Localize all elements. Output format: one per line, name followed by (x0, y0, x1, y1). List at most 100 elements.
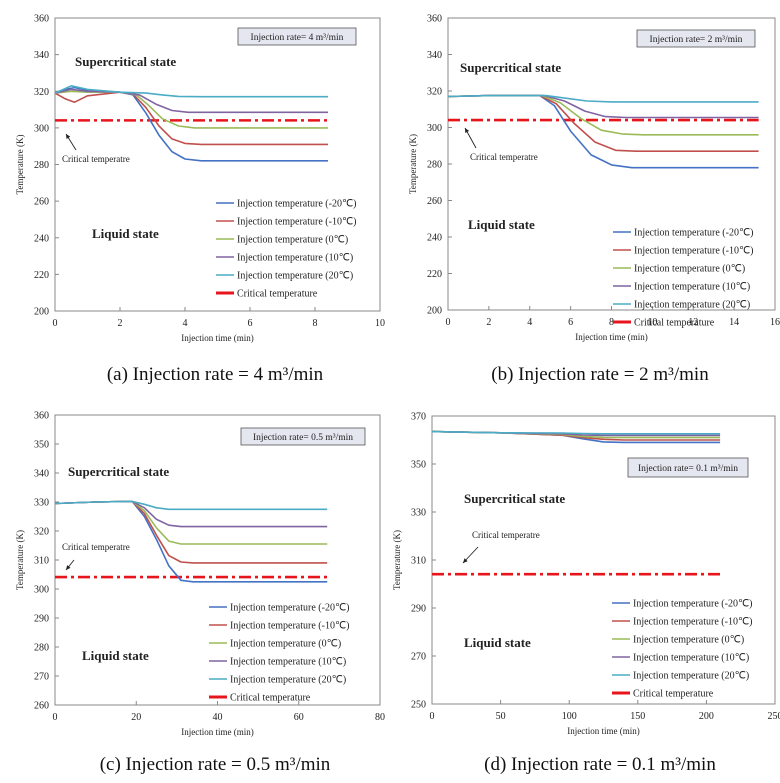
legend: Injection temperature (-20℃) Injection te… (216, 199, 357, 300)
legend-label-4: Injection temperature (20℃) (633, 671, 749, 682)
series-line-3 (54, 500, 328, 528)
rate-box (636, 29, 756, 48)
x-tick-label: 8 (609, 317, 614, 328)
critical-note: Critical temperatre (62, 154, 130, 164)
x-tick-label: 14 (729, 317, 739, 328)
legend-label-0: Injection temperature (-20℃) (237, 199, 357, 210)
y-tick-label: 370 (411, 412, 426, 423)
y-tick-label: 300 (34, 585, 49, 596)
y-tick-label: 240 (34, 233, 49, 244)
y-axis-label: Temperature (K) (408, 134, 418, 194)
liquid-label: Liquid state (468, 217, 535, 232)
liquid-label: Liquid state (82, 648, 149, 663)
x-tick-label: 16 (770, 317, 780, 328)
y-tick-label: 340 (34, 50, 49, 61)
y-tick-label: 260 (427, 196, 442, 207)
caption-a: (a) Injection rate = 4 m³/min (106, 364, 324, 385)
chart-b: 200 220 240 260 280 300 320 340 360 0 2 4 6 8 10 12 14 16… (408, 14, 780, 343)
y-tick-label: 260 (34, 701, 49, 712)
legend-label-4: Injection temperature (20℃) (634, 300, 750, 311)
x-tick-label: 2 (486, 317, 491, 328)
critical-note: Critical temperatre (472, 530, 540, 540)
legend-label-2: Injection temperature (0℃) (634, 264, 745, 275)
y-tick-label: 330 (34, 498, 49, 509)
x-tick-label: 6 (568, 317, 573, 328)
y-tick-label: 240 (427, 233, 442, 244)
x-tick-label: 0 (53, 318, 58, 329)
x-tick-label: 4 (527, 317, 532, 328)
rate-label: Injection rate= 4 m³/min (251, 33, 344, 43)
y-tick-label: 310 (411, 556, 426, 567)
series-line-1 (447, 94, 759, 152)
series-line-4 (431, 430, 721, 435)
series-line-2 (54, 500, 328, 545)
legend-label-4: Injection temperature (20℃) (237, 271, 353, 282)
x-tick-label: 4 (183, 318, 188, 329)
series-line-4 (54, 85, 328, 98)
series-line-4 (447, 94, 759, 103)
y-tick-label: 300 (34, 123, 49, 134)
x-tick-label: 2 (118, 318, 123, 329)
x-axis-label: Injection time (min) (575, 332, 647, 342)
y-tick-label: 250 (411, 700, 426, 711)
legend-label-critical: Critical temperature (237, 289, 318, 300)
x-tick-label: 250 (768, 711, 780, 722)
supercritical-label: Supercritical state (460, 60, 561, 75)
legend: Injection temperature (-20℃) Injection te… (612, 599, 753, 700)
legend: Injection temperature (-20℃) Injection te… (209, 603, 350, 704)
legend-label-3: Injection temperature (10℃) (633, 653, 749, 664)
legend-label-1: Injection temperature (-10℃) (230, 621, 350, 632)
y-tick-label: 350 (34, 440, 49, 451)
y-tick-label: 350 (411, 460, 426, 471)
x-tick-label: 6 (248, 318, 253, 329)
x-tick-label: 0 (430, 711, 435, 722)
x-tick-label: 40 (213, 712, 223, 723)
x-tick-label: 50 (496, 711, 506, 722)
caption-b: (b) Injection rate = 2 m³/min (491, 364, 709, 385)
legend-label-1: Injection temperature (-10℃) (237, 217, 357, 228)
y-tick-label: 220 (34, 270, 49, 281)
series-line-0 (54, 86, 328, 162)
x-tick-label: 20 (131, 712, 141, 723)
legend-label-0: Injection temperature (-20℃) (633, 599, 753, 610)
y-tick-label: 320 (427, 87, 442, 98)
series-line-3 (54, 88, 328, 114)
caption-d: (d) Injection rate = 0.1 m³/min (484, 754, 716, 775)
critical-note: Critical temperatre (62, 542, 130, 552)
y-tick-label: 270 (34, 672, 49, 683)
y-tick-label: 310 (34, 556, 49, 567)
note-arrow-head (66, 134, 71, 139)
x-tick-label: 0 (53, 712, 58, 723)
y-tick-label: 280 (34, 643, 49, 654)
supercritical-label: Supercritical state (75, 54, 176, 69)
legend-label-3: Injection temperature (10℃) (230, 657, 346, 668)
series-line-1 (54, 500, 328, 564)
series-line-2 (54, 90, 328, 129)
y-tick-label: 320 (34, 87, 49, 98)
series-line-4 (54, 500, 328, 511)
chart-a: 200 220 240 260 280 300 320 340 360 0 2 4 6 8 10 Inject… (15, 14, 385, 344)
y-tick-label: 290 (34, 614, 49, 625)
y-tick-label: 260 (34, 197, 49, 208)
x-axis-label: Injection time (min) (181, 333, 253, 343)
chart-c: 260 270 280 290 300 310 320 330 340 350 360 0 20 40 60… (15, 411, 385, 738)
x-tick-label: 200 (699, 711, 714, 722)
y-tick-label: 200 (34, 307, 49, 318)
legend-label-0: Injection temperature (-20℃) (634, 228, 754, 239)
legend-label-3: Injection temperature (10℃) (237, 253, 353, 264)
y-axis-label: Temperature (K) (392, 530, 402, 590)
x-tick-label: 8 (313, 318, 318, 329)
rate-label: Injection rate= 0.5 m³/min (253, 433, 353, 443)
x-axis-label: Injection time (min) (567, 726, 639, 736)
y-axis-label: Temperature (K) (15, 530, 25, 590)
note-arrow-head (463, 558, 468, 563)
x-tick-label: 0 (446, 317, 451, 328)
x-axis-label: Injection time (min) (181, 727, 253, 737)
y-tick-label: 220 (427, 269, 442, 280)
legend-label-1: Injection temperature (-10℃) (633, 617, 753, 628)
x-tick-label: 60 (294, 712, 304, 723)
y-tick-label: 290 (411, 604, 426, 615)
y-tick-label: 360 (34, 411, 49, 422)
legend: Injection temperature (-20℃) Injection te… (613, 228, 754, 329)
